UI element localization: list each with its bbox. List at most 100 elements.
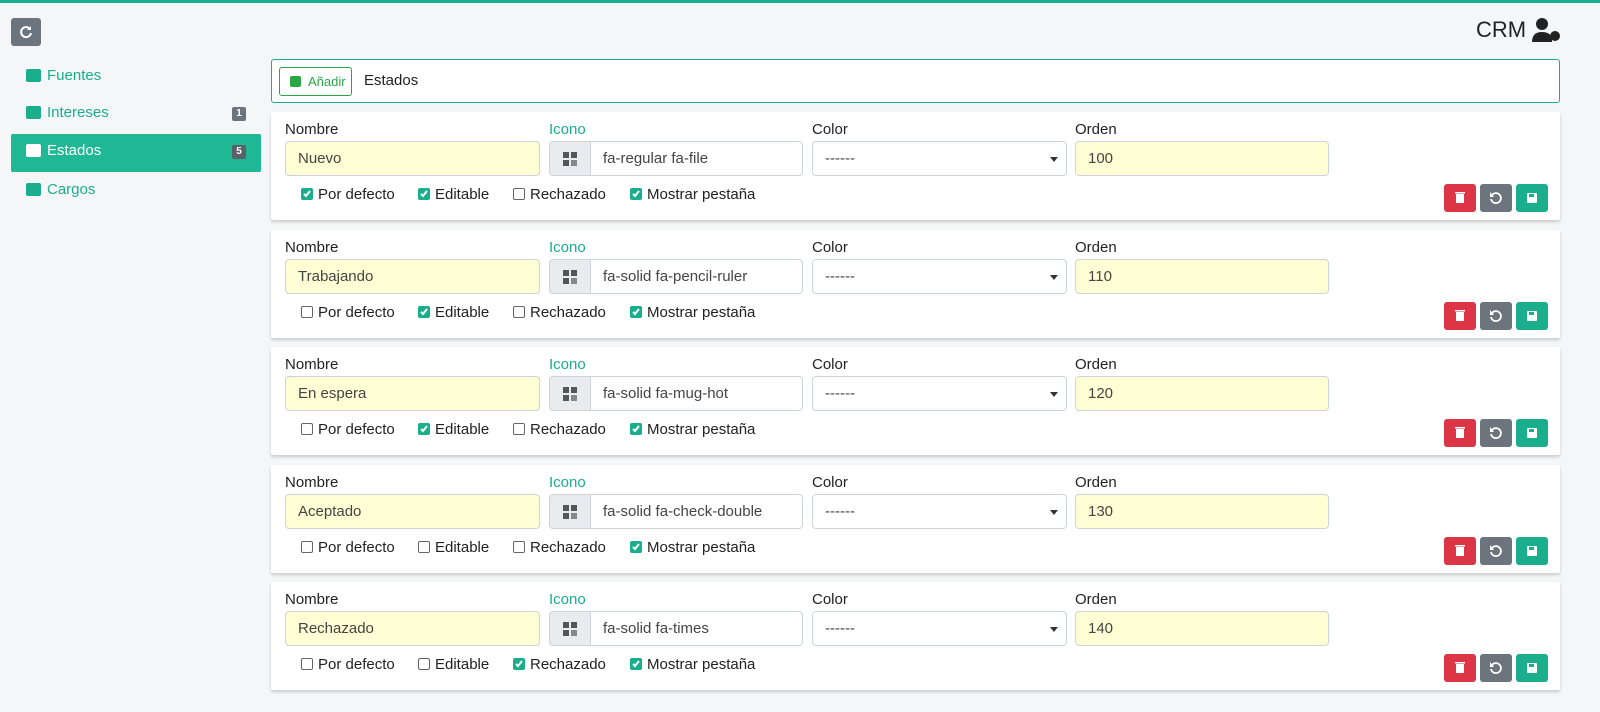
reset-button[interactable] bbox=[1480, 419, 1512, 447]
app-title: CRM bbox=[1476, 17, 1527, 42]
field-label: Icono bbox=[549, 238, 586, 256]
delete-button[interactable] bbox=[1444, 654, 1476, 682]
checkbox[interactable] bbox=[630, 305, 642, 318]
checkbox[interactable] bbox=[630, 423, 642, 435]
checkbox-label: Por defecto bbox=[318, 421, 395, 438]
field-label: Icono bbox=[549, 121, 586, 138]
checkbox-label: Editable bbox=[435, 303, 490, 321]
nav-label[interactable]: Estados bbox=[47, 142, 102, 159]
refresh-button[interactable] bbox=[11, 18, 41, 46]
checkbox[interactable] bbox=[301, 658, 313, 670]
icon-input[interactable]: fa-solid fa-pencil-ruler bbox=[590, 258, 803, 294]
record-card: Nombre Icono Color Orden Aceptado fa-solid fa… bbox=[271, 464, 1560, 573]
color-select[interactable]: ------ bbox=[812, 258, 1067, 294]
color-select[interactable]: ------ bbox=[812, 141, 1067, 176]
icon-input[interactable]: fa-solid fa-times bbox=[590, 611, 803, 646]
nav-label[interactable]: Intereses bbox=[47, 104, 109, 121]
name-input[interactable]: Nuevo bbox=[285, 141, 540, 176]
reset-button[interactable] bbox=[1480, 654, 1512, 682]
delete-button[interactable] bbox=[1444, 419, 1476, 447]
field-label: Nombre bbox=[285, 238, 339, 256]
save-button[interactable] bbox=[1516, 654, 1548, 682]
checkbox-label: Rechazado bbox=[530, 186, 606, 203]
save-button[interactable] bbox=[1516, 301, 1548, 330]
checkbox[interactable] bbox=[418, 423, 430, 435]
checkbox-label: Editable bbox=[435, 656, 490, 673]
toolbar-title: Estados bbox=[364, 72, 419, 89]
select-caret bbox=[1050, 157, 1058, 162]
nav-label[interactable]: Fuentes bbox=[47, 67, 102, 84]
nav-icon bbox=[26, 106, 41, 119]
reset-button[interactable] bbox=[1480, 184, 1512, 212]
add-button[interactable]: Añadir bbox=[279, 67, 352, 96]
field-label: Orden bbox=[1075, 121, 1117, 138]
checkbox[interactable] bbox=[301, 423, 313, 435]
reset-button[interactable] bbox=[1480, 301, 1512, 330]
icon-addon bbox=[549, 258, 591, 294]
nav-icon bbox=[26, 69, 41, 82]
checkbox[interactable] bbox=[418, 188, 430, 200]
field-label: Nombre bbox=[285, 356, 339, 373]
save-button[interactable] bbox=[1516, 184, 1548, 212]
select-caret bbox=[1050, 627, 1058, 632]
delete-button[interactable] bbox=[1444, 184, 1476, 212]
add-label: Añadir bbox=[308, 74, 346, 89]
field-label: Icono bbox=[549, 473, 586, 491]
order-input[interactable]: 140 bbox=[1075, 611, 1329, 646]
color-select[interactable]: ------ bbox=[812, 376, 1067, 411]
user-icon bbox=[1532, 18, 1560, 42]
reset-button[interactable] bbox=[1480, 536, 1512, 565]
checkbox[interactable] bbox=[418, 658, 430, 670]
nav-badge: 1 bbox=[232, 107, 246, 121]
checkbox-label: Mostrar pestaña bbox=[647, 538, 756, 556]
save-button[interactable] bbox=[1516, 536, 1548, 565]
name-input[interactable]: Rechazado bbox=[285, 611, 540, 646]
delete-button[interactable] bbox=[1444, 536, 1476, 565]
icon-addon bbox=[549, 611, 591, 646]
color-select[interactable]: ------ bbox=[812, 493, 1067, 529]
save-button[interactable] bbox=[1516, 419, 1548, 447]
icon-input[interactable]: fa-solid fa-mug-hot bbox=[590, 376, 803, 411]
checkbox[interactable] bbox=[513, 658, 525, 670]
name-input[interactable]: Trabajando bbox=[285, 258, 540, 294]
checkbox[interactable] bbox=[513, 540, 525, 553]
record-card: Nombre Icono Color Orden Trabajando fa-solid … bbox=[271, 229, 1560, 338]
order-input[interactable]: 100 bbox=[1075, 141, 1329, 176]
checkbox[interactable] bbox=[301, 540, 313, 553]
checkbox[interactable] bbox=[513, 423, 525, 435]
checkbox-label: Mostrar pestaña bbox=[647, 186, 756, 203]
field-label: Color bbox=[812, 591, 848, 608]
checkbox[interactable] bbox=[418, 305, 430, 318]
checkbox-label: Mostrar pestaña bbox=[647, 421, 756, 438]
checkbox-label: Por defecto bbox=[318, 303, 395, 321]
nav-icon bbox=[26, 144, 41, 157]
field-label: Color bbox=[812, 473, 848, 491]
order-input[interactable]: 110 bbox=[1075, 258, 1329, 294]
checkbox[interactable] bbox=[418, 540, 430, 553]
checkbox[interactable] bbox=[301, 305, 313, 318]
field-label: Color bbox=[812, 121, 848, 138]
order-input[interactable]: 130 bbox=[1075, 493, 1329, 529]
name-input[interactable]: En espera bbox=[285, 376, 540, 411]
nav-badge: 5 bbox=[232, 145, 246, 159]
checkbox[interactable] bbox=[513, 305, 525, 318]
icon-input[interactable]: fa-regular fa-file bbox=[590, 141, 803, 176]
order-input[interactable]: 120 bbox=[1075, 376, 1329, 411]
checkbox-label: Por defecto bbox=[318, 186, 395, 203]
color-select[interactable]: ------ bbox=[812, 611, 1067, 646]
checkbox[interactable] bbox=[630, 658, 642, 670]
name-input[interactable]: Aceptado bbox=[285, 493, 540, 529]
checkbox[interactable] bbox=[513, 188, 525, 200]
checkbox[interactable] bbox=[630, 188, 642, 200]
checkbox-label: Rechazado bbox=[530, 656, 606, 673]
nav-label[interactable]: Cargos bbox=[47, 181, 96, 198]
field-label: Color bbox=[812, 238, 848, 256]
icon-addon bbox=[549, 141, 591, 176]
checkbox[interactable] bbox=[301, 188, 313, 200]
checkbox[interactable] bbox=[630, 540, 642, 553]
checkbox-label: Por defecto bbox=[318, 656, 395, 673]
nav-icon bbox=[26, 183, 41, 196]
field-label: Nombre bbox=[285, 473, 339, 491]
icon-input[interactable]: fa-solid fa-check-double bbox=[590, 493, 803, 529]
delete-button[interactable] bbox=[1444, 301, 1476, 330]
